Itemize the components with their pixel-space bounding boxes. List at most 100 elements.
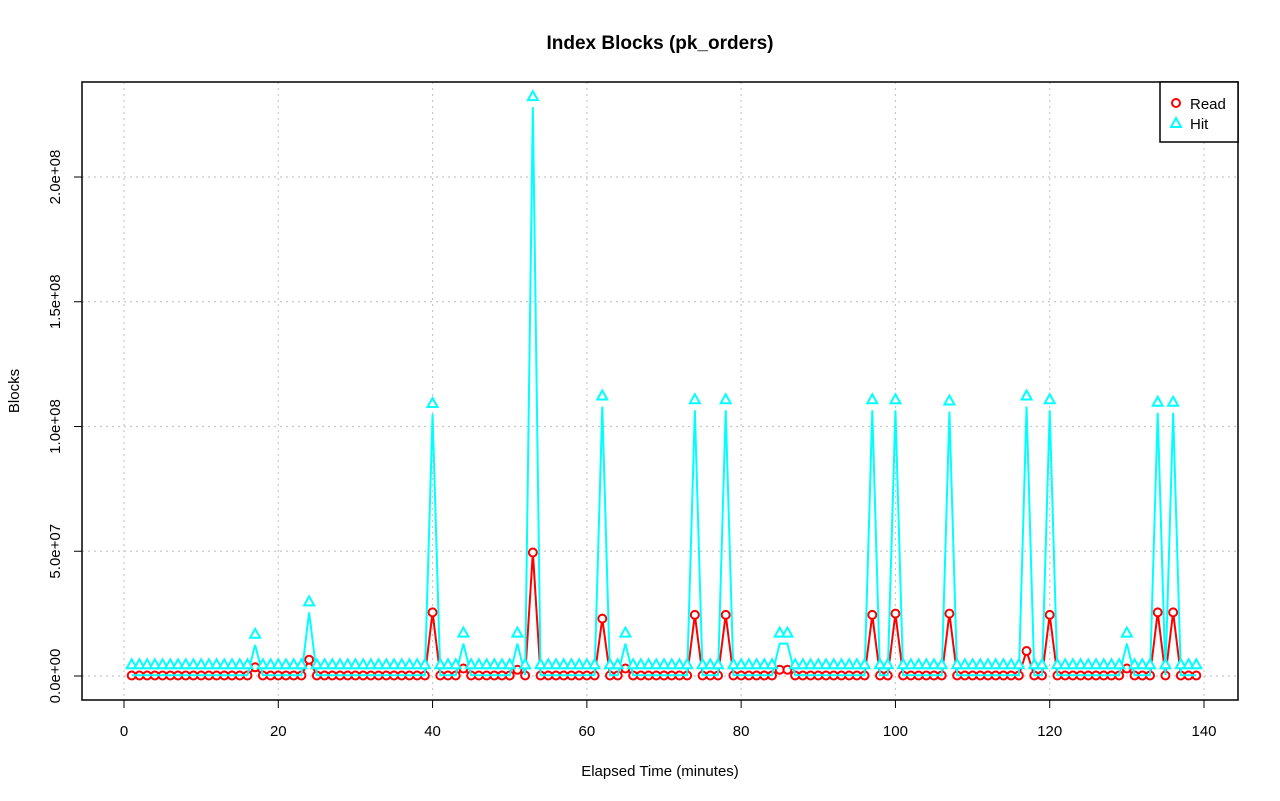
data-point-hit — [148, 657, 162, 670]
data-point-read — [527, 547, 538, 558]
legend-read-label: Read — [1190, 96, 1226, 113]
data-point-read — [427, 607, 438, 618]
data-point-hit — [464, 657, 478, 670]
series-hit — [125, 89, 1203, 677]
data-point-hit — [672, 657, 687, 670]
y-tick-label: 0.0e+00 — [47, 649, 64, 704]
legend-hit-label: Hit — [1190, 116, 1209, 133]
y-axis: 0.0e+00 5.0e+07 1.0e+08 1.5e+08 2.0e+08 — [47, 150, 83, 704]
data-point-hit — [248, 626, 262, 639]
data-point-hit — [526, 89, 540, 102]
data-point-hit — [294, 657, 309, 670]
data-point-hit — [665, 657, 679, 670]
data-point-hit — [1151, 394, 1165, 407]
data-point-hit — [510, 625, 525, 638]
data-point-hit — [209, 657, 224, 670]
legend: Read Hit — [1159, 81, 1239, 143]
data-point-hit — [811, 657, 825, 670]
data-point-hit — [333, 657, 347, 670]
data-point-hit — [611, 657, 625, 670]
data-point-read — [867, 609, 878, 620]
data-point-hit — [695, 657, 710, 670]
data-point-hit — [950, 657, 964, 670]
data-point-hit — [371, 657, 386, 670]
data-point-hit — [271, 657, 285, 670]
data-point-hit — [881, 657, 895, 670]
data-point-hit — [1089, 657, 1103, 670]
x-tick-label: 100 — [883, 723, 908, 740]
data-point-hit — [348, 657, 363, 670]
data-point-hit — [503, 657, 517, 670]
data-point-hit — [657, 657, 671, 670]
data-point-hit — [194, 657, 208, 670]
data-point-hit — [873, 657, 887, 670]
data-point-hit — [973, 657, 987, 670]
data-point-hit — [965, 657, 980, 670]
data-point-hit — [734, 657, 748, 670]
data-point-hit — [402, 657, 417, 670]
data-point-read — [1168, 607, 1179, 618]
data-point-hit — [518, 657, 532, 670]
chart-title: Index Blocks (pk_orders) — [546, 33, 773, 54]
data-point-hit — [1004, 657, 1018, 670]
x-tick-label: 140 — [1191, 723, 1216, 740]
data-point-hit — [857, 657, 872, 670]
x-tick-label: 0 — [120, 723, 128, 740]
data-point-hit — [842, 657, 856, 670]
data-point-hit — [595, 388, 609, 401]
data-point-hit — [1027, 657, 1041, 670]
data-point-hit — [263, 657, 278, 670]
data-point-hit — [140, 657, 154, 670]
data-point-hit — [1158, 657, 1173, 670]
data-point-read — [720, 609, 731, 620]
data-point-hit — [911, 657, 926, 670]
data-point-hit — [1181, 657, 1196, 670]
data-point-hit — [225, 657, 239, 670]
data-point-hit — [1043, 392, 1057, 405]
data-point-hit — [1104, 657, 1119, 670]
data-point-hit — [1019, 388, 1034, 401]
x-axis: 0 20 40 60 80 100 120 140 — [120, 699, 1217, 740]
data-point-read — [944, 608, 955, 619]
data-point-hit — [256, 657, 270, 670]
data-point-hit — [472, 657, 486, 670]
data-point-hit — [217, 657, 231, 670]
data-point-hit — [958, 657, 972, 670]
data-point-hit — [803, 657, 818, 670]
data-point-hit — [989, 657, 1003, 670]
data-point-hit — [1166, 394, 1180, 407]
data-point-read — [304, 654, 315, 665]
legend-read-marker — [1171, 98, 1181, 108]
data-point-hit — [125, 657, 139, 670]
data-point-hit — [587, 657, 602, 670]
data-point-hit — [1135, 657, 1149, 670]
data-point-hit — [649, 657, 663, 670]
legend-box — [1159, 81, 1239, 143]
data-point-hit — [688, 392, 702, 405]
data-point-hit — [1066, 657, 1080, 670]
data-point-hit — [233, 657, 247, 670]
data-point-read — [890, 608, 901, 619]
data-point-hit — [773, 625, 787, 638]
data-point-hit — [310, 657, 324, 670]
data-point-read — [1021, 646, 1032, 657]
data-point-hit — [341, 657, 355, 670]
data-point-hit — [364, 657, 378, 670]
y-tick-label: 5.0e+07 — [47, 524, 64, 579]
data-point-hit — [1174, 657, 1188, 670]
data-point-hit — [1120, 625, 1134, 638]
y-tick-label: 2.0e+08 — [47, 150, 64, 205]
data-point-hit — [580, 657, 594, 670]
data-point-read — [689, 609, 700, 620]
data-point-hit — [356, 657, 370, 670]
data-point-hit — [927, 657, 941, 670]
y-tick-label: 1.0e+08 — [47, 399, 64, 454]
data-point-hit — [395, 657, 409, 670]
data-point-hit — [325, 657, 339, 670]
data-point-hit — [132, 657, 147, 670]
data-point-hit — [719, 392, 733, 405]
data-point-hit — [387, 657, 401, 670]
data-point-hit — [1073, 657, 1088, 670]
series-layer — [125, 89, 1203, 681]
data-point-hit — [449, 657, 463, 670]
